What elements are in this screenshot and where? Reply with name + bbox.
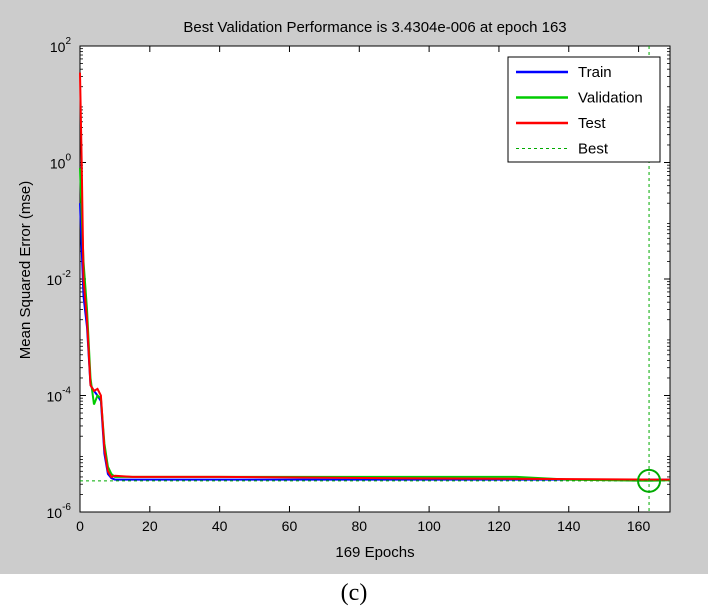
legend-box [507, 56, 661, 163]
best-point-marker [637, 468, 662, 493]
y-tick-label: 10-6 [47, 502, 72, 521]
x-tick-label: 100 [417, 518, 441, 534]
y-tick-label: 10-4 [47, 386, 72, 405]
x-tick-label: 60 [282, 518, 298, 534]
figure-caption: (c) [340, 580, 368, 606]
y-tick-label: 102 [50, 36, 72, 55]
x-axis-label: 169 Epochs [335, 544, 414, 561]
legend-label-test: Test [578, 115, 606, 132]
x-tick-label: 40 [212, 518, 228, 534]
figure-window: 0 20 40 60 80 100 120 140 160 102 100 10-2 10-4 10-6 … [0, 0, 708, 574]
x-tick-label: 20 [142, 518, 158, 534]
x-tick-label: 0 [76, 518, 84, 534]
y-tick-label: 10-2 [47, 269, 72, 288]
performance-plot: 0 20 40 60 80 100 120 140 16010210010-210-410-6 … [17, 19, 671, 561]
legend-label-best: Best [578, 141, 609, 158]
legend-label-validation: Validation [578, 90, 643, 107]
x-tick-label: 80 [352, 518, 368, 534]
x-tick-label: 160 [627, 518, 651, 534]
x-tick-label: 140 [557, 518, 581, 534]
y-tick-label: 100 [50, 153, 72, 172]
legend: Train Validation Test Best [507, 56, 661, 163]
y-axis-label: Mean Squared Error (mse) [17, 181, 34, 359]
x-tick-label: 120 [487, 518, 511, 534]
legend-label-train: Train [578, 64, 612, 81]
series-test-line [79, 72, 670, 481]
chart-title: Best Validation Performance is 3.4304e-0… [183, 19, 566, 36]
